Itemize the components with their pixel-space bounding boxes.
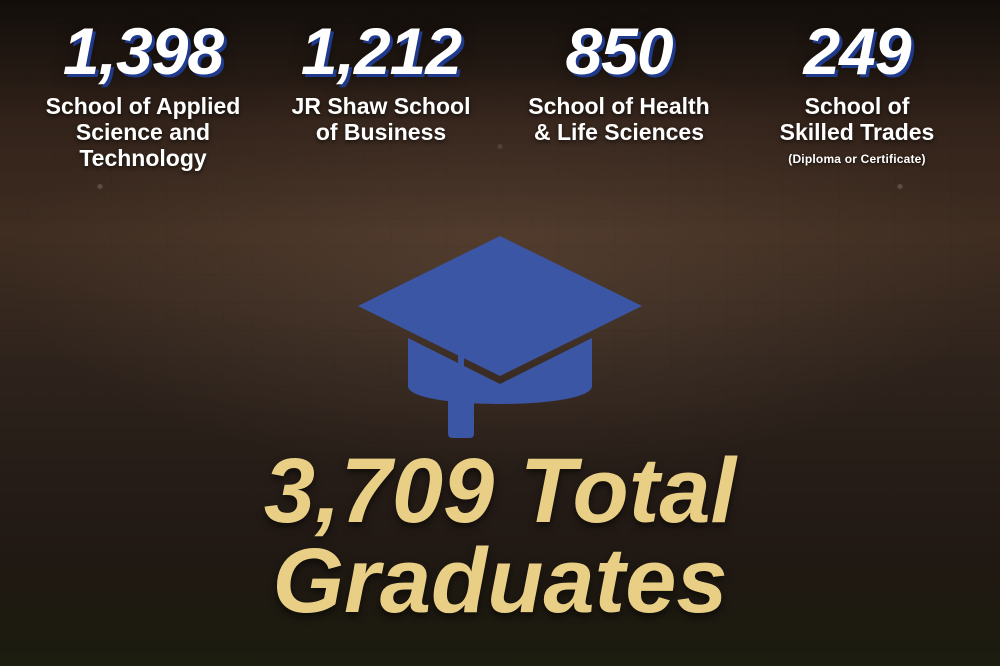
stat-value: 1,212	[268, 18, 494, 84]
stat-value: 249	[744, 18, 970, 84]
total-line-2: Graduates	[0, 536, 1000, 626]
stat-label: School of AppliedScience andTechnology	[30, 94, 256, 171]
stat-value: 1,398	[30, 18, 256, 84]
stat-applied-science: 1,398 School of AppliedScience andTechno…	[24, 18, 262, 171]
stat-value: 850	[506, 18, 732, 84]
total-line-1: 3,709 Total	[0, 446, 1000, 536]
stat-business: 1,212 JR Shaw Schoolof Business	[262, 18, 500, 146]
stat-health: 850 School of Health& Life Sciences	[500, 18, 738, 146]
total-graduates: 3,709 Total Graduates	[0, 446, 1000, 626]
stat-label: School of Health& Life Sciences	[506, 94, 732, 146]
stats-row: 1,398 School of AppliedScience andTechno…	[0, 18, 1000, 171]
stat-label: JR Shaw Schoolof Business	[268, 94, 494, 146]
stat-note: (Diploma or Certificate)	[744, 152, 970, 166]
infographic-stage: 1,398 School of AppliedScience andTechno…	[0, 0, 1000, 666]
stat-label: School ofSkilled Trades	[744, 94, 970, 146]
graduation-cap-icon	[350, 228, 650, 453]
stat-trades: 249 School ofSkilled Trades (Diploma or …	[738, 18, 976, 166]
